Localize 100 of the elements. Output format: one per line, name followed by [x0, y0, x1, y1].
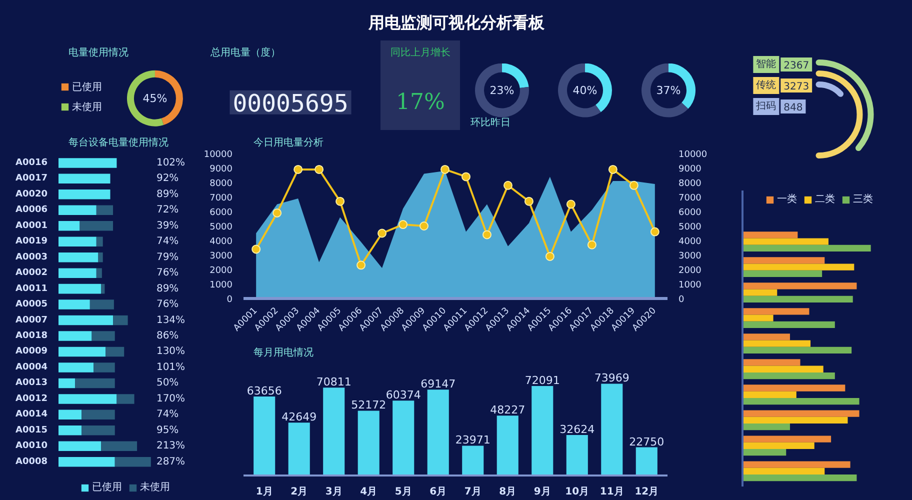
- bar: [98, 252, 103, 262]
- y2-tick-label: 9000: [678, 164, 702, 174]
- category-label: 传统: [756, 79, 776, 91]
- y2-tick-label: 5000: [678, 222, 702, 232]
- text: 74%: [156, 236, 179, 248]
- bar: [742, 384, 846, 392]
- data-label: 37%: [656, 84, 681, 97]
- y-tick-label: 3000: [210, 252, 233, 262]
- y-tick-label: 7000: [210, 194, 233, 204]
- y-tick-label: A0010: [15, 441, 48, 452]
- legend-label: 未使用: [140, 480, 170, 494]
- text: 79%: [156, 252, 179, 263]
- text: 74%: [156, 409, 179, 420]
- bar: [742, 308, 810, 315]
- y2-tick-label: 8000: [678, 179, 702, 189]
- data-label: 22750: [629, 435, 664, 448]
- text: 170%: [156, 393, 186, 404]
- text: 00005695: [232, 89, 348, 118]
- bar: [58, 378, 76, 388]
- bar: [254, 396, 276, 476]
- bar: [742, 410, 860, 417]
- text: 89%: [156, 188, 179, 200]
- bar: [94, 362, 115, 372]
- text: 134%: [156, 314, 186, 326]
- bar: [58, 268, 96, 278]
- bar: [742, 461, 850, 468]
- bar: [742, 270, 822, 278]
- y-tick-label: 9000: [210, 164, 233, 174]
- text: 95%: [156, 424, 179, 436]
- point: [524, 196, 534, 206]
- point: [336, 196, 345, 206]
- y-tick-label: A0001: [15, 220, 48, 231]
- bar: [566, 435, 588, 476]
- bar: [58, 346, 106, 357]
- bar: [90, 300, 114, 310]
- point: [608, 164, 618, 174]
- data-label: 42649: [282, 410, 317, 424]
- data-label: 52172: [351, 398, 386, 412]
- bar: [742, 346, 852, 354]
- legend-label: 已使用: [72, 80, 102, 94]
- point: [420, 222, 429, 230]
- text: 92%: [156, 173, 179, 184]
- y-tick-label: A0006: [15, 205, 48, 216]
- bar: [742, 359, 800, 366]
- text: 39%: [156, 220, 179, 232]
- bar: [742, 264, 854, 270]
- bar: [58, 284, 102, 294]
- bar: [58, 331, 92, 341]
- x-tick-label: 8月: [499, 486, 516, 498]
- point: [314, 164, 324, 174]
- y2-tick-label: 10000: [678, 150, 708, 160]
- bar: [742, 474, 857, 482]
- point: [545, 252, 554, 261]
- bar: [96, 236, 103, 246]
- text: 101%: [156, 362, 186, 373]
- x-tick-label: 12月: [634, 486, 659, 498]
- bar: [58, 236, 96, 246]
- text: 102%: [156, 157, 186, 168]
- x-tick-label: 9月: [534, 486, 551, 498]
- bar: [742, 340, 811, 347]
- y-tick-label: 8000: [210, 179, 233, 189]
- bar: [742, 334, 790, 340]
- text: 72%: [156, 204, 179, 216]
- data-label: 848: [784, 102, 803, 114]
- text: 76%: [156, 299, 179, 310]
- y-tick-label: A0012: [15, 394, 48, 404]
- x-tick-label: 6月: [430, 486, 447, 498]
- bar: [101, 284, 105, 294]
- bar: [75, 378, 115, 388]
- data-label: 69147: [420, 378, 456, 391]
- text: 89%: [156, 283, 179, 294]
- bar: [96, 268, 102, 278]
- bar: [58, 394, 117, 404]
- bar: [82, 426, 115, 436]
- bar: [288, 422, 310, 476]
- data-label: 40%: [572, 84, 598, 97]
- y-tick-label: A0002: [15, 268, 48, 278]
- bar: [58, 205, 96, 216]
- y2-tick-label: 3000: [678, 252, 702, 262]
- text: 同比上月增长: [390, 46, 450, 58]
- bar: [96, 205, 114, 216]
- data-label: 3273: [784, 82, 810, 92]
- bar: [462, 446, 484, 476]
- bar: [113, 315, 128, 326]
- bar: [58, 174, 110, 184]
- text: 213%: [156, 440, 186, 452]
- y2-tick-label: 1000: [678, 280, 702, 290]
- y2-tick-label: 7000: [678, 194, 702, 204]
- bar: [58, 315, 114, 326]
- text: 130%: [156, 346, 186, 358]
- bar: [636, 447, 658, 476]
- bar: [742, 314, 774, 322]
- bar: [742, 244, 871, 252]
- legend-label: 一类: [777, 192, 797, 206]
- bar: [742, 423, 790, 430]
- data-label: 73969: [594, 372, 630, 385]
- y-tick-label: A0018: [15, 331, 48, 342]
- legend-label: 二类: [815, 192, 835, 206]
- bar: [58, 441, 102, 452]
- y-tick-label: A0009: [15, 346, 48, 357]
